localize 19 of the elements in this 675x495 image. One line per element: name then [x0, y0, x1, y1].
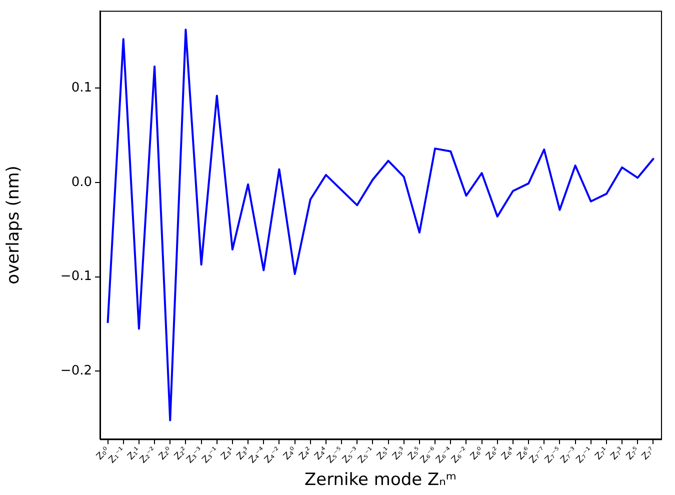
x-tick-label: Z₇⁵ [624, 445, 642, 462]
x-tick-label: Z₅¹ [376, 445, 392, 462]
y-tick-label: −0.1 [60, 269, 92, 284]
y-tick-label: −0.2 [60, 364, 92, 379]
x-tick-label: Z₇¹ [594, 445, 611, 462]
x-tick-label: Z₆⁰ [469, 445, 486, 462]
x-tick-label: Z₆⁴ [500, 445, 518, 462]
x-tick-label: Z₇³ [609, 445, 626, 462]
x-tick-label: Z₅³ [391, 445, 408, 462]
x-tick-label: Z₃¹ [220, 445, 237, 462]
x-tick-label: Z₂⁰ [157, 445, 174, 462]
x-tick-label: Z₄² [298, 445, 314, 462]
y-tick-label: 0.1 [71, 80, 92, 96]
x-tick-label: Z₇⁷ [640, 445, 658, 462]
y-tick-label: 0.0 [71, 174, 92, 190]
y-axis-title: overlaps (nm) [4, 166, 24, 284]
x-tick-label: Z₆² [484, 445, 502, 462]
x-tick-label: Z₄⁰ [282, 445, 299, 462]
x-axis-title: Zernike mode Zₙᵐ [304, 470, 457, 490]
